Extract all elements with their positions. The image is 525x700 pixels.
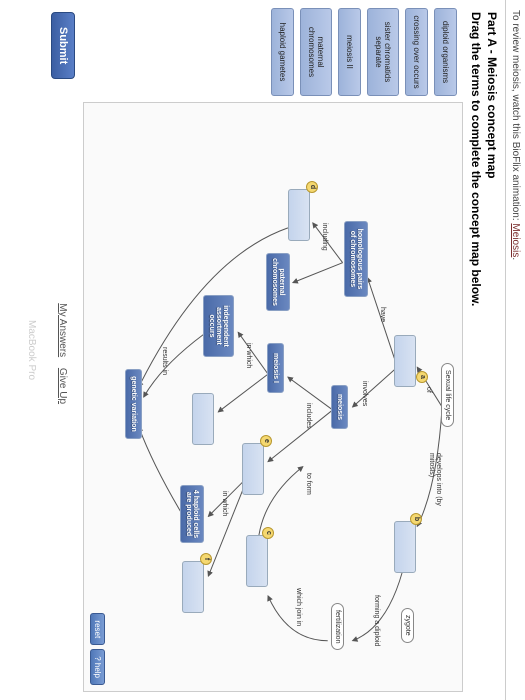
node-fertilization: fertilization <box>331 603 344 650</box>
label-includes: includes <box>305 403 312 429</box>
slot-f[interactable] <box>182 561 204 613</box>
marker-e: e <box>260 435 272 447</box>
term-meiosis2[interactable]: meiosis II <box>338 8 361 96</box>
node-fourhaploid: 4 haploid cells are produced <box>180 485 204 543</box>
node-homologous: homologous pairs of chromosomes <box>344 221 368 297</box>
give-up-link[interactable]: Give Up <box>58 368 69 404</box>
label-resultsin: results in <box>161 347 168 375</box>
label-have: have <box>379 307 386 322</box>
slot-b[interactable] <box>394 521 416 573</box>
reset-button[interactable]: reset <box>90 613 105 645</box>
term-sister[interactable]: sister chromatids separate <box>367 8 399 96</box>
terms-bank: diploid organisms crossing over occurs s… <box>83 8 463 96</box>
label-inwhich1: in which <box>245 343 252 368</box>
node-paternal: paternal chromosomes <box>266 253 290 311</box>
label-involves: involves <box>361 381 368 406</box>
term-crossing[interactable]: crossing over occurs <box>405 8 428 96</box>
my-answers-link[interactable]: My Answers <box>58 303 69 357</box>
term-diploid[interactable]: diploid organisms <box>434 8 457 96</box>
part-title: Part A - Meiosis concept map <box>485 12 499 688</box>
label-of: of <box>425 387 432 393</box>
help-button[interactable]: ? help <box>90 649 105 685</box>
label-forming: forming a diploid <box>373 595 380 655</box>
instructions: Drag the terms to complete the concept m… <box>469 12 483 688</box>
label-develops: develops into (by mitosis) <box>428 453 442 513</box>
meiosis-link[interactable]: Meiosis <box>510 223 521 257</box>
node-meiosisI: meiosis I <box>267 343 284 393</box>
slot-d[interactable] <box>288 189 310 241</box>
concept-map[interactable]: Sexual life cycle zygote fertilization a… <box>83 102 463 692</box>
label-toform: to form <box>305 473 312 495</box>
macbook-label: MacBook Pro <box>26 0 37 700</box>
top-link: To review meiosis, watch this BioFlix an… <box>505 0 525 700</box>
submit-button[interactable]: Submit <box>51 12 75 79</box>
slot-c[interactable] <box>246 535 268 587</box>
label-including: including <box>321 223 328 251</box>
term-maternal[interactable]: maternal chromosomes <box>300 8 332 96</box>
node-meiosis: meiosis <box>331 385 348 429</box>
marker-b: b <box>410 513 422 525</box>
marker-a: a <box>416 371 428 383</box>
footer: Submit My Answers Give Up <box>43 0 83 700</box>
label-whichjoin: which join in <box>295 588 302 638</box>
node-independent: independent assortment occurs <box>203 295 234 357</box>
header: Part A - Meiosis concept map Drag the te… <box>463 0 505 700</box>
slot-inwhich[interactable] <box>192 393 214 445</box>
slot-e[interactable] <box>242 443 264 495</box>
marker-f: f <box>200 553 212 565</box>
slot-a[interactable] <box>394 335 416 387</box>
marker-d: d <box>306 181 318 193</box>
marker-c: c <box>262 527 274 539</box>
term-haploid[interactable]: haploid gametes <box>271 8 294 96</box>
node-sexual: Sexual life cycle <box>441 363 454 427</box>
label-inwhich2: in which <box>221 491 228 516</box>
node-zygote: zygote <box>401 608 414 643</box>
node-genetic: genetic variation <box>125 369 142 439</box>
